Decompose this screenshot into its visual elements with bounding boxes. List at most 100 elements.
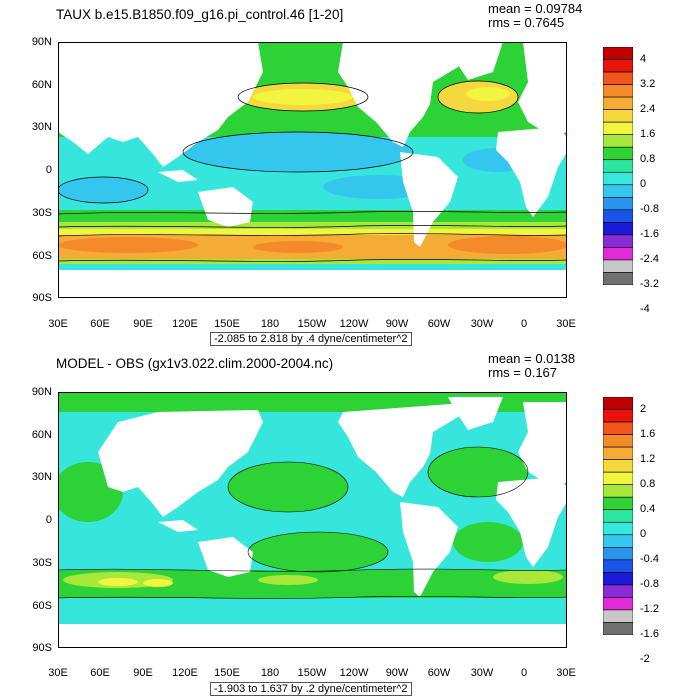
panel1-lat-90s: 90S [32,292,52,304]
panel2-lon: 0 [520,667,528,679]
colorbar-label: -1.6 [640,227,659,240]
colorbar-swatch [603,434,633,448]
panel1-lon: 150E [214,318,240,330]
panel2-lon: 60W [427,667,451,679]
panel2-lat-90s: 90S [32,642,52,654]
colorbar-label: -2.4 [640,252,659,265]
colorbar-label: 4 [640,52,647,65]
panel1-lon: 60W [427,318,451,330]
panel1-lon: 180 [260,318,280,330]
colorbar-label: 2 [640,402,647,415]
colorbar-label: 3.2 [640,77,656,90]
colorbar-swatch [603,622,633,635]
colorbar-swatch [603,234,633,248]
colorbar-swatch [603,597,633,611]
panel1-lat-30n: 30N [31,121,52,133]
colorbar-swatch [603,421,633,435]
colorbar-label: 0 [640,527,647,540]
panel1-lon: 60E [90,318,110,330]
panel1-land [58,42,567,298]
colorbar-label: 1.2 [640,452,656,465]
colorbar-swatch [603,247,633,261]
panel2-colorbar [603,397,633,635]
panel1-lon: 30E [48,318,68,330]
panel1-trade-wind-pacific [183,132,413,172]
panel1-map [58,42,567,298]
colorbar-label: 0.8 [640,477,656,490]
colorbar-swatch [603,409,633,423]
panel2-lon: 90E [133,667,153,679]
colorbar-swatch [603,47,633,60]
colorbar-swatch [603,484,633,498]
colorbar-label: -0.8 [640,577,659,590]
panel2-lat-30n: 30N [31,471,52,483]
panel2-lon: 120W [339,667,369,679]
panel2-lon: 30E [48,667,68,679]
panel1-frame [58,42,567,298]
panel1-lon: 90W [385,318,409,330]
colorbar-label: -0.4 [640,552,659,565]
colorbar-swatch [603,397,633,410]
colorbar-swatch [603,146,633,161]
colorbar-swatch [603,584,633,598]
colorbar-swatch [603,171,633,186]
panel1-trade-wind-indian [58,177,148,203]
colorbar-swatch [603,109,633,123]
panel2-lat-0: 0 [45,514,52,526]
panel2-range-label: -1.903 to 1.637 by .2 dyne/centimeter^2 [210,682,412,696]
panel1-range-label: -2.085 to 2.818 by .4 dyne/centimeter^2 [210,332,412,346]
colorbar-swatch [603,521,633,536]
colorbar-swatch [603,59,633,73]
colorbar-label: -2 [640,653,650,666]
colorbar-swatch [603,609,633,623]
panel1-title: TAUX b.e15.B1850.f09_g16.pi_control.46 [… [56,7,344,22]
colorbar-swatch [603,547,633,561]
colorbar-label: -1.6 [640,628,659,640]
panel1-lon: 150W [297,318,327,330]
panel2-lat-30s: 30S [32,557,52,569]
panel1-lat-30s: 30S [32,207,52,219]
panel1-contours [58,80,567,262]
colorbar-label: -1.2 [640,602,659,615]
panel2-lon: 30E [556,667,576,679]
panel2-rms: rms = 0.167 [488,365,558,380]
panel1-lat-60n: 60N [31,79,52,91]
colorbar-swatch [603,134,633,148]
colorbar-swatch [603,209,633,223]
panel1-lon: 90E [133,318,153,330]
panel1-lat-90n: 90N [31,36,52,48]
colorbar-swatch [603,121,633,135]
colorbar-label: 0 [640,177,647,190]
panel1-mean: mean = 0.09784 [488,1,583,16]
colorbar-swatch [603,471,633,485]
colorbar-swatch [603,197,633,211]
colorbar-swatch [603,446,633,460]
colorbar-label: 0.8 [640,152,656,165]
colorbar-swatch [603,534,633,548]
colorbar-swatch [603,222,633,236]
panel2-lat-90n: 90N [31,386,52,398]
panel1-rms: rms = 0.7645 [488,15,565,30]
panel2-map [58,392,567,648]
colorbar-swatch [603,259,633,273]
panel1-lon: 120E [172,318,198,330]
panel2-lon: 150W [297,667,327,679]
panel2-mean: mean = 0.0138 [488,351,576,366]
panel1-colorbar [603,47,633,285]
colorbar-label: -4 [640,303,650,316]
panel2-lon: 180 [260,667,280,679]
panel2-lat-60s: 60S [32,600,52,612]
colorbar-swatch [603,272,633,285]
panel1-lon: 120W [339,318,369,330]
colorbar-label: -0.8 [640,202,659,215]
panel1-lon: 0 [520,318,528,330]
colorbar-swatch [603,559,633,573]
panel2-lon: 120E [172,667,198,679]
panel2-frame [58,392,567,648]
colorbar-swatch [603,84,633,98]
panel2-lon: 30W [470,667,494,679]
panel2-lon: 150E [214,667,240,679]
panel2-lat-60n: 60N [31,429,52,441]
panel2-lon: 60E [90,667,110,679]
colorbar-swatch [603,159,633,173]
